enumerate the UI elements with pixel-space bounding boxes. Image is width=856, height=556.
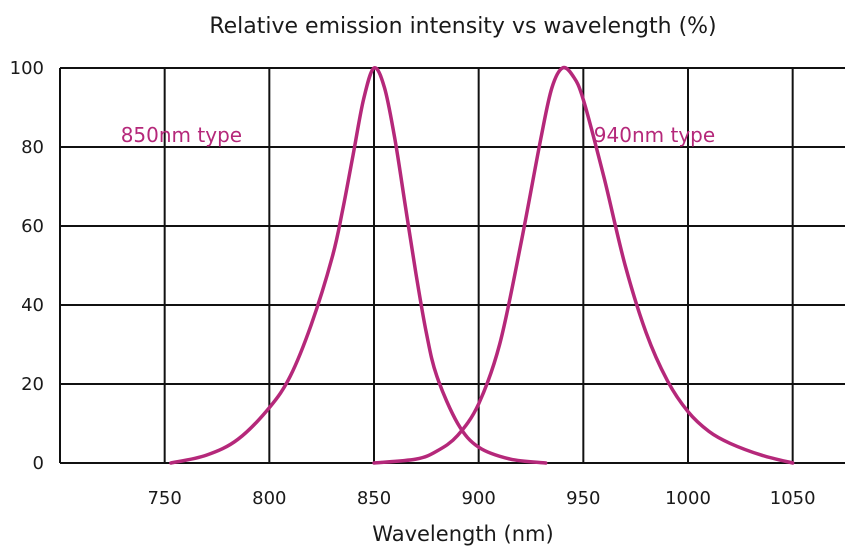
x-tick-label: 900 <box>461 488 495 509</box>
x-tick-label: 950 <box>566 488 600 509</box>
chart-title: Relative emission intensity vs wavelengt… <box>209 14 716 39</box>
x-tick-label: 1050 <box>770 488 816 509</box>
series-line-850nm <box>169 66 548 465</box>
y-tick-label: 80 <box>21 137 44 158</box>
y-tick-label: 0 <box>33 453 44 474</box>
x-tick-label: 750 <box>147 488 181 509</box>
grid <box>59 67 845 464</box>
y-tick-label: 20 <box>21 374 44 395</box>
tick-labels: 750 800 850 900 950 1000 1050 0 20 40 60 80 100 <box>10 58 816 509</box>
series-label-940nm: 940nm type <box>594 123 715 147</box>
x-tick-label: 1000 <box>665 488 711 509</box>
y-tick-label: 100 <box>10 58 44 79</box>
x-axis-label: Wavelength (nm) <box>372 522 553 546</box>
series-label-850nm: 850nm type <box>121 123 242 147</box>
series <box>169 65 795 465</box>
y-tick-label: 40 <box>21 295 44 316</box>
y-tick-label: 60 <box>21 216 44 237</box>
series-labels: 850nm type 940nm type <box>121 123 715 147</box>
series-line-940nm <box>372 65 795 465</box>
x-tick-label: 800 <box>252 488 286 509</box>
x-tick-label: 850 <box>357 488 391 509</box>
